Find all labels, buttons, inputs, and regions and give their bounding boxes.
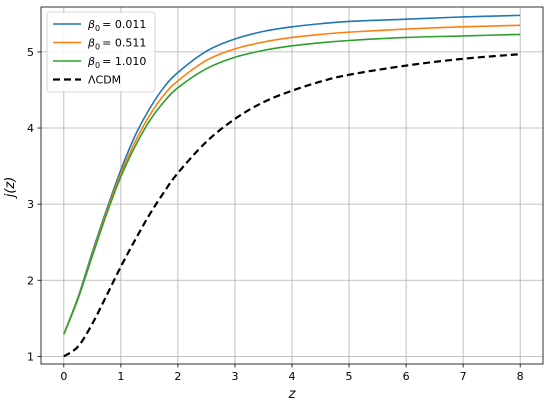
series-line-2: [63, 33, 521, 335]
legend-label: β0 = 0.011: [87, 18, 146, 33]
grid: [41, 7, 543, 364]
legend-label: ΛCDM: [88, 74, 121, 87]
y-tick-label: 5: [27, 46, 34, 59]
legend: β0 = 0.011 β0 = 0.511 β0 = 1.010 ΛCDM: [46, 11, 156, 93]
x-tick-label: 5: [346, 370, 353, 383]
legend-box: [46, 11, 156, 93]
y-axis-label: j(z): [3, 177, 18, 200]
y-tick-label: 3: [27, 198, 34, 211]
x-tick-label: 0: [60, 370, 67, 383]
x-axis-label: z: [288, 387, 297, 402]
series-line-3: [63, 53, 521, 358]
y-tick-label: 1: [27, 350, 34, 363]
y-tick-label: 4: [27, 122, 34, 135]
x-tick-label: 4: [289, 370, 296, 383]
legend-label: β0 = 1.010: [87, 55, 146, 70]
series-group: [63, 14, 521, 358]
x-tick-label: 2: [174, 370, 181, 383]
y-axis: 1 2 3 4 5: [27, 46, 41, 363]
x-tick-label: 6: [403, 370, 410, 383]
x-tick-label: 3: [231, 370, 238, 383]
y-tick-label: 2: [27, 274, 34, 287]
x-tick-label: 7: [460, 370, 467, 383]
x-tick-label: 8: [517, 370, 524, 383]
legend-label: β0 = 0.511: [87, 37, 146, 52]
x-tick-label: 1: [117, 370, 124, 383]
x-axis: 0 1 2 3 4 5 6 7 8: [60, 364, 524, 383]
